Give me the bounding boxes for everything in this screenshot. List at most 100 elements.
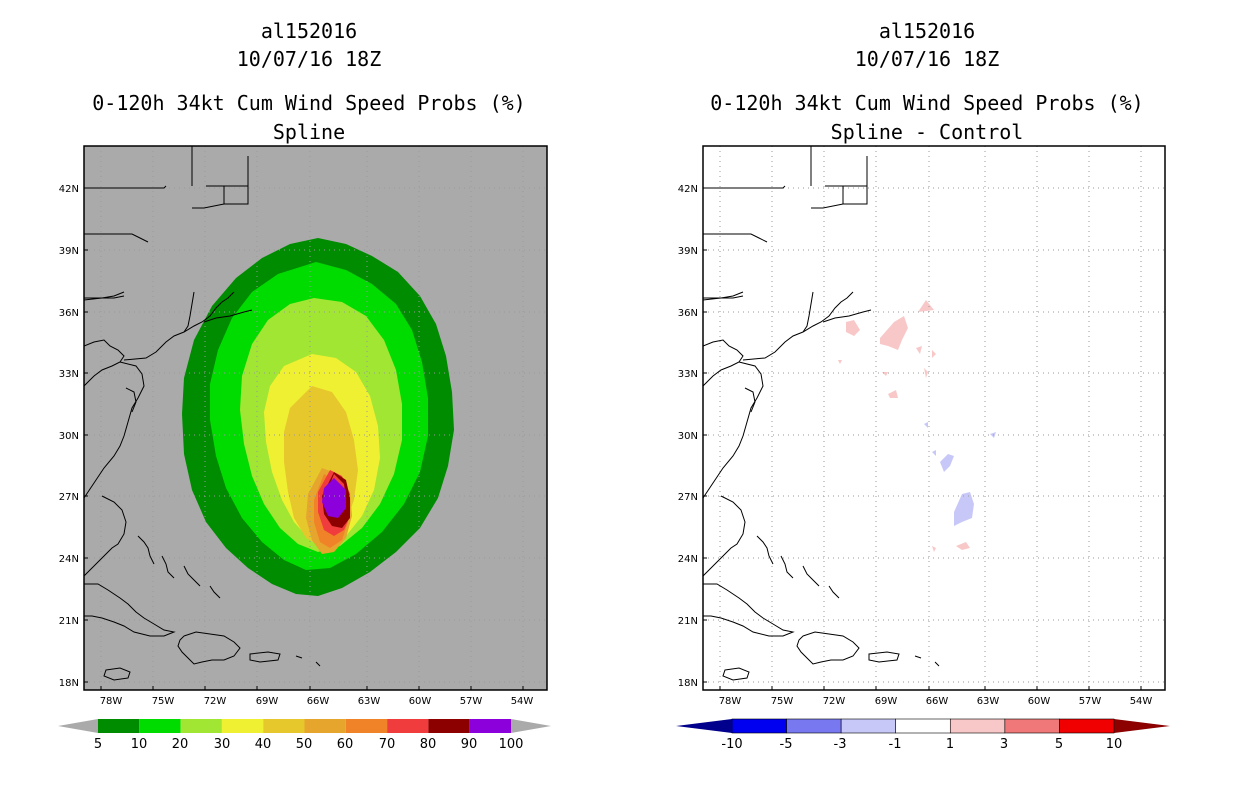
colorbar-swatch (387, 719, 429, 733)
diff-positive-patch (846, 320, 860, 336)
right-colorbar-under-arrow (676, 719, 732, 733)
left-probability-fields (182, 238, 454, 596)
lon-label: 57W (1079, 696, 1102, 707)
lon-label: 57W (460, 696, 483, 707)
left-storm-id: al152016 (261, 19, 357, 43)
colorbar-swatch (949, 718, 1006, 734)
colorbar-swatch (895, 718, 951, 734)
left-colorbar: 5 10 20 30 40 50 60 70 80 90 100 (58, 719, 551, 752)
right-colorbar-swatches (731, 718, 1115, 734)
right-colorbar: -10 -5 -3 -1 1 3 5 10 (676, 718, 1170, 752)
lat-label: 42N (59, 184, 79, 195)
lat-label: 39N (59, 246, 79, 257)
colorbar-label: 90 (461, 737, 478, 752)
colorbar-label: -10 (721, 737, 742, 752)
right-tick-marks (703, 187, 1142, 690)
colorbar-label: 100 (499, 737, 524, 752)
left-lat-labels: 42N 39N 36N 33N 30N 27N 24N 21N 18N (59, 184, 79, 689)
colorbar-label: -3 (834, 737, 847, 752)
lon-label: 75W (771, 696, 794, 707)
colorbar-label: 3 (1000, 737, 1008, 752)
lon-label: 63W (977, 696, 1000, 707)
diff-positive-patch (918, 300, 934, 312)
left-tick-marks (84, 187, 524, 690)
right-subtitle: Spline - Control (831, 120, 1024, 144)
colorbar-swatch (731, 718, 787, 734)
colorbar-label: 20 (172, 737, 189, 752)
left-lon-labels: 78W 75W 72W 69W 66W 63W 60W 57W 54W (100, 696, 534, 707)
colorbar-label: 60 (337, 737, 354, 752)
right-map (703, 146, 1165, 690)
diff-positive-patch (880, 316, 908, 350)
colorbar-swatch (139, 719, 181, 733)
right-panel: al152016 10/07/16 18Z 0-120h 34kt Cum Wi… (676, 19, 1170, 752)
diff-positive-patch (838, 360, 842, 364)
colorbar-swatch (263, 719, 305, 733)
colorbar-swatch (469, 719, 511, 733)
left-colorbar-labels: 5 10 20 30 40 50 60 70 80 90 100 (94, 737, 524, 752)
right-map-background (703, 146, 1165, 690)
colorbar-swatch (304, 719, 346, 733)
diff-positive-patch (916, 346, 922, 354)
colorbar-swatch (180, 719, 222, 733)
lon-label: 75W (152, 696, 175, 707)
lat-label: 27N (678, 492, 698, 503)
lon-label: 72W (823, 696, 846, 707)
lat-label: 21N (59, 616, 79, 627)
lon-label: 78W (100, 696, 123, 707)
lon-label: 72W (204, 696, 227, 707)
left-colorbar-over-arrow (511, 719, 551, 733)
lon-label: 69W (875, 696, 898, 707)
colorbar-swatch (786, 718, 842, 734)
right-grid (703, 146, 1165, 690)
lon-label: 63W (358, 696, 381, 707)
lat-label: 30N (678, 431, 698, 442)
colorbar-swatch (345, 719, 388, 733)
colorbar-label: 80 (420, 737, 437, 752)
diff-positive-patch (888, 390, 898, 398)
colorbar-label: 1 (946, 737, 954, 752)
left-map-frame (83, 145, 548, 691)
left-map (84, 146, 547, 690)
lat-label: 27N (59, 492, 79, 503)
left-subtitle: Spline (273, 120, 345, 144)
colorbar-swatch (428, 719, 470, 733)
right-map-frame (702, 145, 1166, 691)
lon-label: 69W (256, 696, 279, 707)
lat-label: 24N (59, 554, 79, 565)
colorbar-swatch (840, 718, 897, 734)
prob-contour-100 (322, 478, 346, 518)
colorbar-label: 10 (131, 737, 148, 752)
lon-label: 54W (1130, 696, 1153, 707)
colorbar-label: 5 (1055, 737, 1063, 752)
colorbar-label: 40 (255, 737, 272, 752)
left-product-title: 0-120h 34kt Cum Wind Speed Probs (%) (92, 91, 525, 115)
lat-label: 24N (678, 554, 698, 565)
diff-positive-patch (932, 350, 936, 358)
right-datetime: 10/07/16 18Z (855, 47, 1000, 71)
lat-label: 21N (678, 616, 698, 627)
diff-negative-patch (954, 492, 974, 526)
lat-label: 18N (59, 678, 79, 689)
colorbar-label: 10 (1106, 737, 1123, 752)
lat-label: 42N (678, 184, 698, 195)
colorbar-label: 30 (214, 737, 231, 752)
right-lon-labels: 78W 75W 72W 69W 66W 63W 60W 57W 54W (719, 696, 1153, 707)
right-colorbar-over-arrow (1114, 719, 1170, 733)
diff-negative-patch (932, 450, 936, 456)
diff-positive-patch (956, 542, 970, 550)
colorbar-label: -1 (889, 737, 902, 752)
left-panel: al152016 10/07/16 18Z 0-120h 34kt Cum Wi… (58, 19, 551, 752)
lon-label: 78W (719, 696, 742, 707)
diff-negative-patch (924, 422, 928, 428)
lat-label: 33N (59, 369, 79, 380)
diff-negative-patch (940, 454, 954, 472)
right-storm-id: al152016 (879, 19, 975, 43)
colorbar-label: 5 (94, 737, 102, 752)
diff-positive-patch (924, 368, 928, 378)
lon-label: 66W (926, 696, 949, 707)
lon-label: 54W (511, 696, 534, 707)
colorbar-label: 70 (379, 737, 396, 752)
right-product-title: 0-120h 34kt Cum Wind Speed Probs (%) (710, 91, 1143, 115)
